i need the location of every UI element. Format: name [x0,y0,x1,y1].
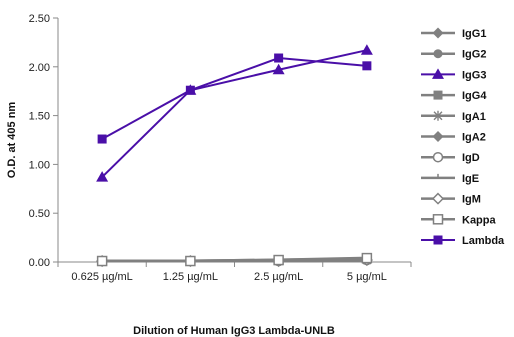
series-line [102,256,367,263]
legend-item-iga1: IgA1 [421,110,486,123]
axes [57,18,411,263]
y-tick-label: 0.50 [29,208,50,220]
legend-marker [432,214,444,225]
series-lambda [97,53,372,144]
legend-label: IgA1 [462,111,486,123]
legend-marker [433,173,443,179]
x-tick-label: 0.625 µg/mL [71,271,132,283]
legend-item-iga2: IgA2 [421,131,486,144]
data-point [272,63,285,75]
legend-label: IgD [462,152,480,164]
data-point [185,85,195,95]
x-tick-label: 5 µg/mL [347,271,387,283]
legend-label: IgG3 [462,69,486,81]
y-tick-label: 2.00 [29,62,50,74]
x-ticks: 0.625 µg/mL 1.25 µg/mL 2.5 µg/mL 5 µg/mL [57,262,412,283]
series-line [101,49,368,178]
legend-marker [431,192,445,205]
data-point [361,252,373,264]
legend-label: IgA2 [462,132,486,144]
legend-item-lambda: Lambda [421,235,505,247]
data-point [96,171,109,182]
data-point [362,61,372,71]
legend-item-igg4: IgG4 [421,90,487,102]
y-axis-title: O.D. at 405 nm [6,102,18,179]
y-tick-label: 2.50 [29,13,50,25]
legend-item-ige: IgE [421,173,479,185]
legend-marker [433,90,443,100]
legend-marker [433,110,443,121]
legend-label: Lambda [462,235,505,247]
legend-label: IgM [462,194,481,206]
legend: IgG1 IgG2 IgG3 IgG4 IgA1 IgA2 IgD IgE IgM Kappa La… [421,27,505,247]
legend-marker [433,49,443,59]
data-point [97,134,107,144]
data-point [185,255,196,267]
data-point [273,254,284,266]
x-axis-title: Dilution of Human IgG3 Lambda-UNLB [133,325,335,337]
legend-item-igg2: IgG2 [421,49,486,61]
y-tick-label: 1.00 [29,159,50,171]
legend-label: IgG2 [462,49,486,61]
data-point [360,44,373,55]
legend-marker [432,151,444,163]
series [96,44,373,268]
legend-item-kappa: Kappa [421,214,497,226]
series-kappa [96,252,373,267]
data-point [274,53,284,63]
y-tick-label: 0.00 [29,257,50,269]
legend-label: Kappa [462,214,497,226]
legend-label: IgG4 [462,90,487,102]
series-igg3 [96,44,373,182]
legend-marker [432,68,444,79]
legend-marker [432,27,444,39]
y-tick-label: 1.50 [29,111,50,123]
legend-item-igg3: IgG3 [421,68,486,81]
legend-item-igd: IgD [421,151,480,164]
x-tick-label: 1.25 µg/mL [163,271,218,283]
y-ticks: 0.00 0.50 1.00 1.50 2.00 2.50 [29,13,58,269]
series-line [101,57,367,140]
legend-marker [432,131,444,142]
legend-item-igm: IgM [421,192,481,206]
legend-label: IgG1 [462,28,486,40]
x-tick-label: 2.5 µg/mL [254,271,303,283]
data-point [96,255,108,267]
legend-marker [433,235,443,245]
legend-item-igg1: IgG1 [421,27,486,40]
legend-label: IgE [462,173,479,185]
